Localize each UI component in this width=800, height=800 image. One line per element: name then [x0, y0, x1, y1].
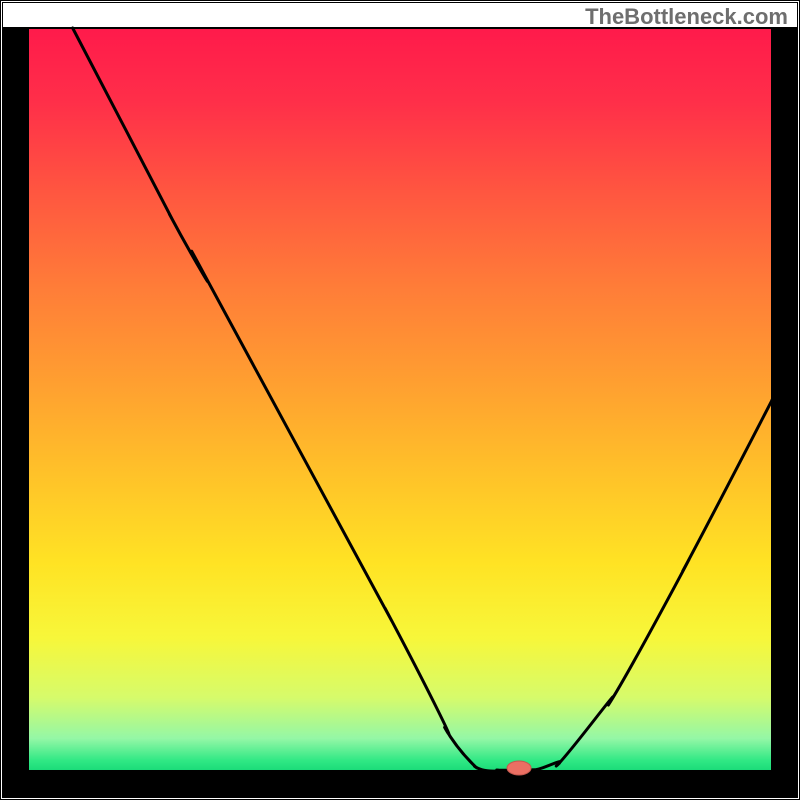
right-margin: [772, 28, 797, 797]
left-margin: [3, 28, 28, 797]
chart-background-gradient: [28, 28, 772, 772]
optimal-marker: [507, 761, 531, 775]
bottom-margin: [3, 772, 797, 797]
bottleneck-chart: [0, 0, 800, 800]
watermark-text: TheBottleneck.com: [585, 4, 788, 30]
